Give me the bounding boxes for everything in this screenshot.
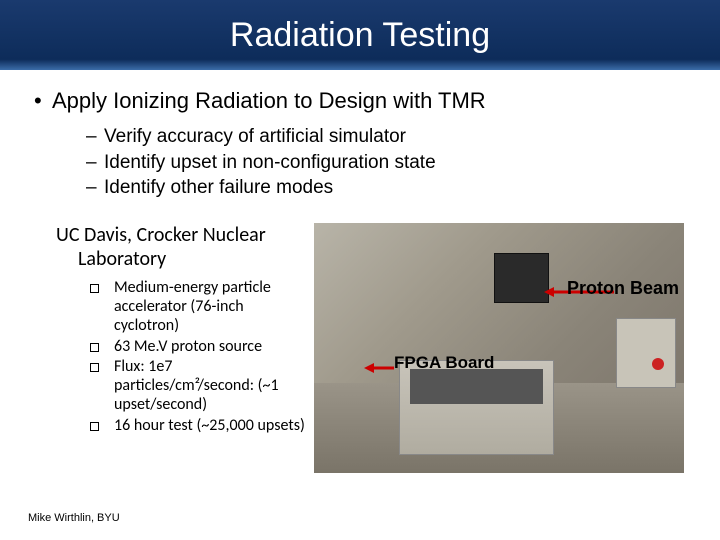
proton-beam-label: Proton Beam: [567, 278, 679, 299]
lab-title-line1: UC Davis, Crocker Nuclear: [56, 223, 266, 247]
lab-item: Medium-energy particle accelerator (76-i…: [90, 279, 306, 336]
sub-bullet-item: Verify accuracy of artificial simulator: [86, 124, 692, 150]
lower-section: UC Davis, Crocker Nuclear Laboratory Med…: [28, 223, 692, 483]
content-area: Apply Ionizing Radiation to Design with …: [0, 70, 720, 483]
lab-item: 16 hour test (~25,000 upsets): [90, 417, 306, 436]
lab-photo: Proton Beam FPGA Board: [314, 223, 684, 473]
lab-item: Flux: 1e7 particles/cm²/second: (~1 upse…: [90, 358, 306, 415]
main-bullet: Apply Ionizing Radiation to Design with …: [28, 88, 692, 114]
sub-bullet-list: Verify accuracy of artificial simulator …: [28, 124, 692, 201]
lab-title-line2: Laboratory: [56, 247, 306, 271]
lab-item-list: Medium-energy particle accelerator (76-i…: [56, 279, 306, 436]
right-column: Proton Beam FPGA Board: [314, 223, 684, 483]
lab-item: 63 Me.V proton source: [90, 338, 306, 357]
slide-title: Radiation Testing: [230, 16, 490, 55]
footer-attribution: Mike Wirthlin, BYU: [28, 512, 120, 524]
sub-bullet-item: Identify other failure modes: [86, 175, 692, 201]
arrow-icon: [364, 361, 394, 375]
lab-title: UC Davis, Crocker Nuclear Laboratory: [56, 223, 306, 271]
sub-bullet-item: Identify upset in non-configuration stat…: [86, 150, 692, 176]
title-bar: Radiation Testing: [0, 0, 720, 70]
photo-equipment: [616, 318, 676, 388]
photo-cabinet: [399, 360, 554, 455]
photo-box: [494, 253, 549, 303]
left-column: UC Davis, Crocker Nuclear Laboratory Med…: [56, 223, 314, 483]
photo-knob: [652, 358, 664, 370]
fpga-board-label: FPGA Board: [394, 353, 494, 373]
